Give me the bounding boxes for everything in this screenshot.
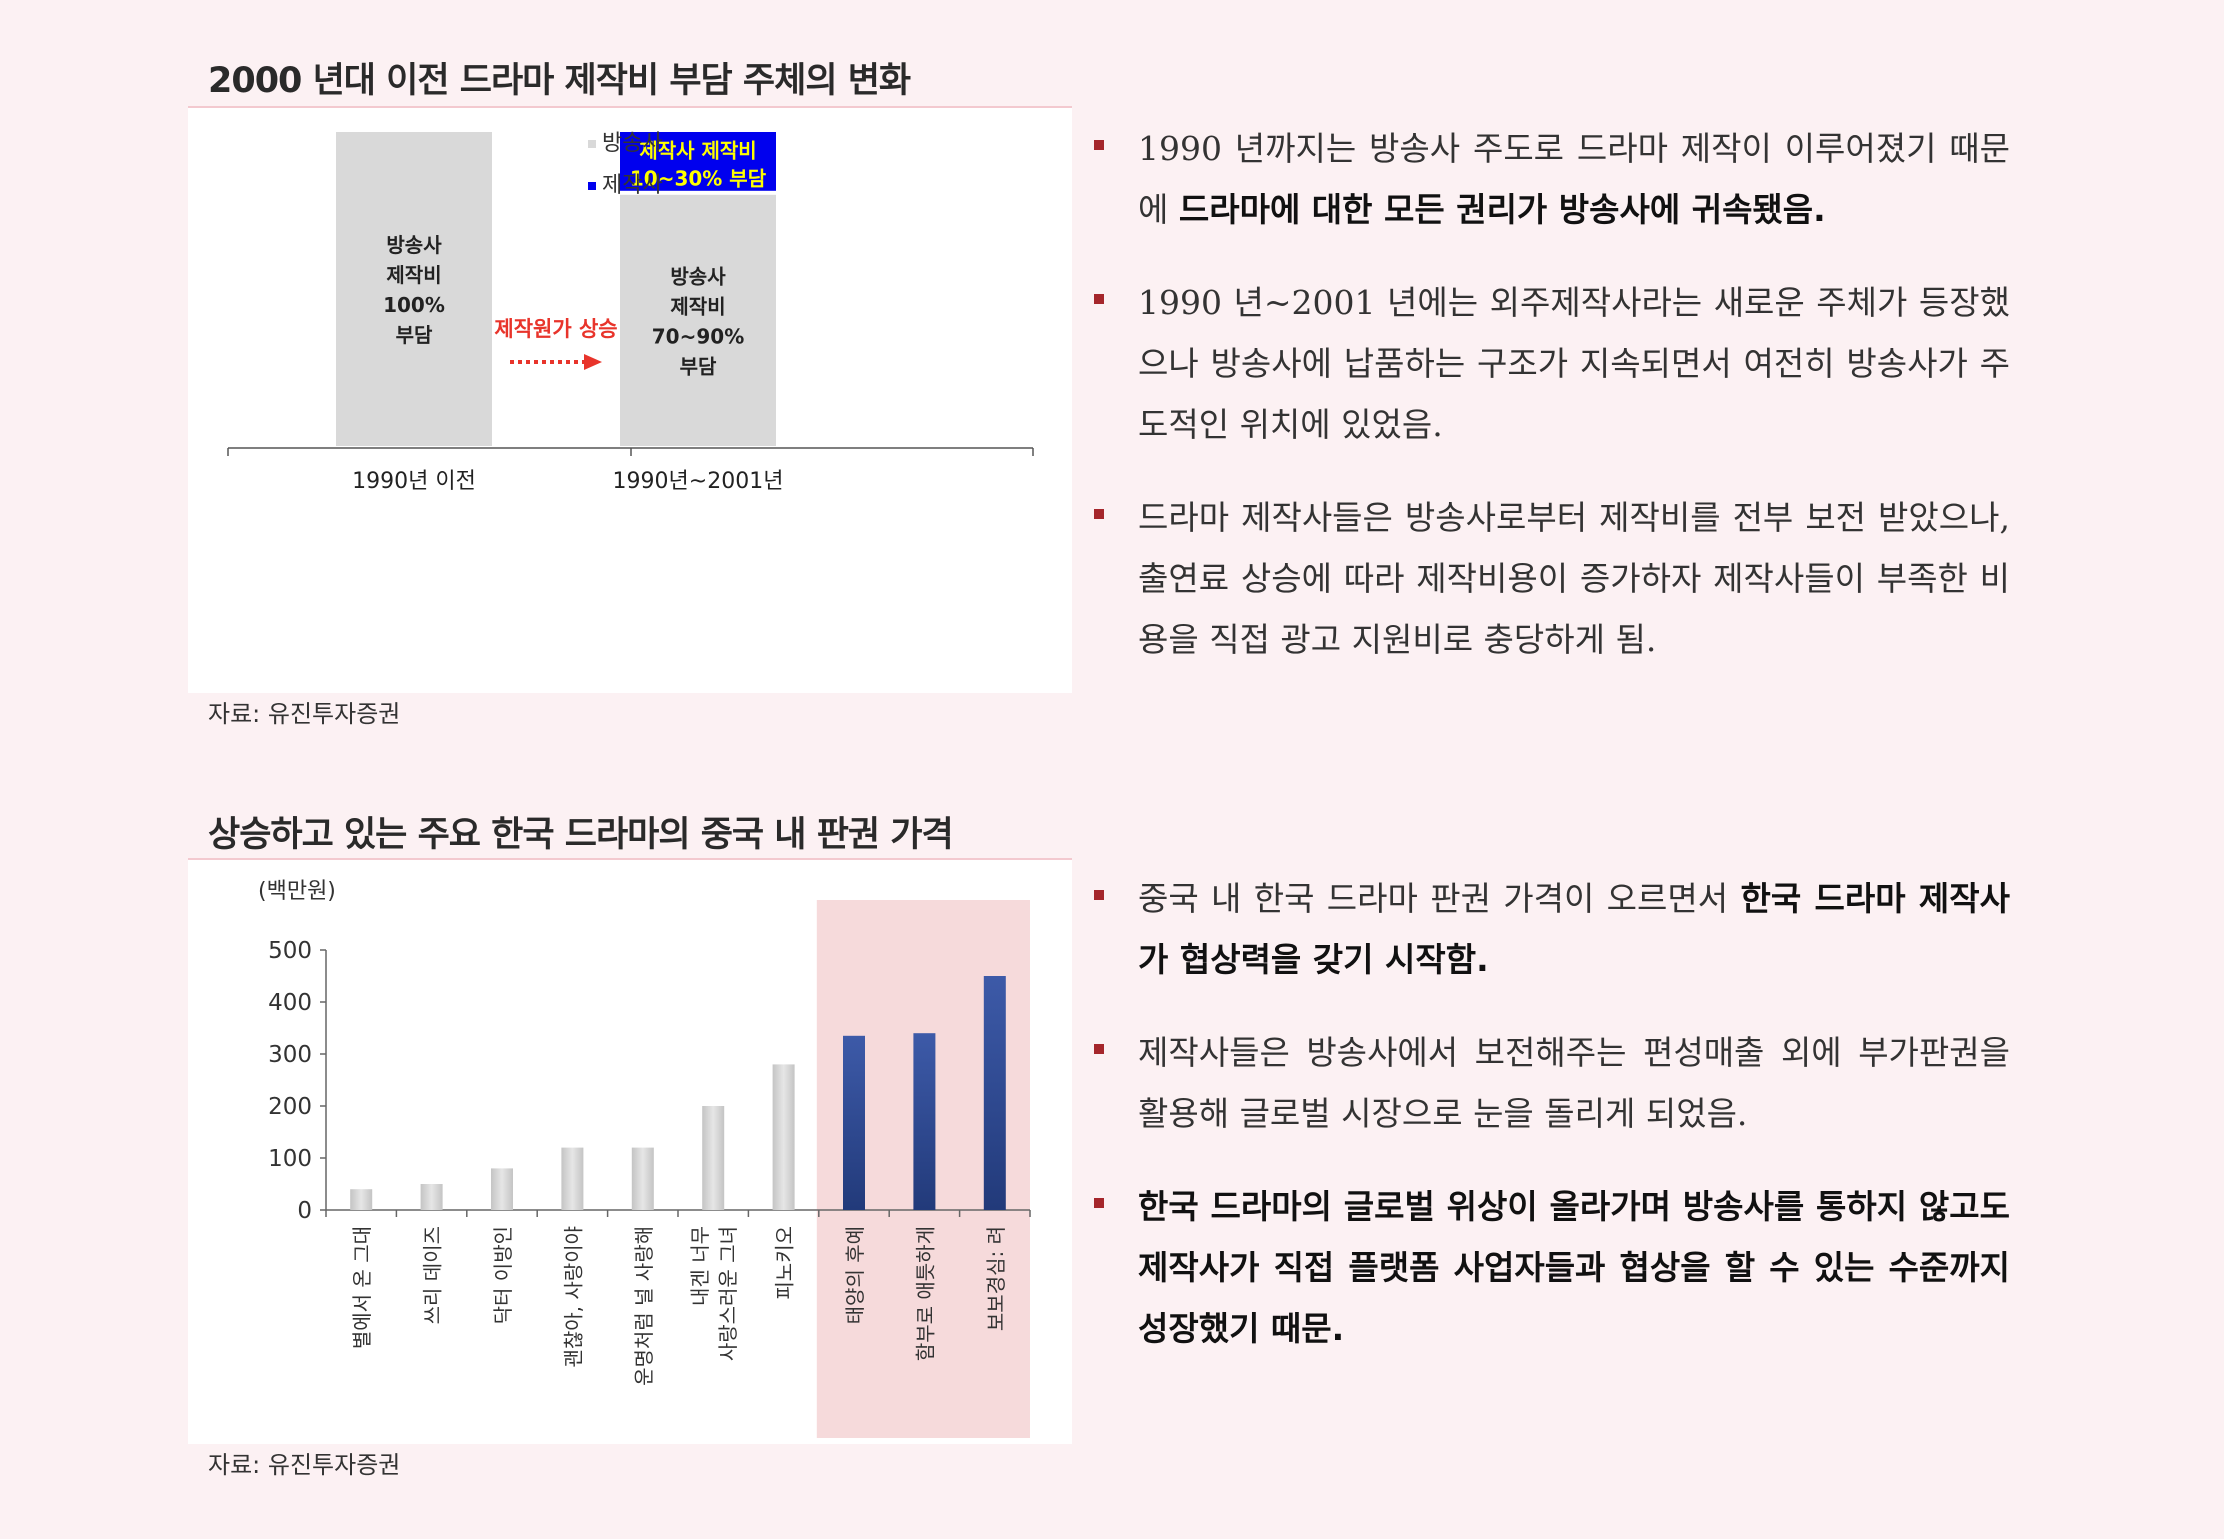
bullet-item: 한국 드라마의 글로벌 위상이 올라가며 방송사를 통하지 않고도 제작사가 직… (1090, 1176, 2010, 1359)
bar-broadcaster (336, 132, 492, 446)
bar-data-label: 70~90% (652, 324, 744, 348)
bar-broadcaster (620, 194, 776, 446)
bullet-item: 드라마 제작사들은 방송사로부터 제작비를 전부 보전 받았으나, 출연료 상승… (1090, 487, 2010, 670)
bullet-text: 한국 드라마의 글로벌 위상이 올라가며 방송사를 통하지 않고도 제작사가 직… (1138, 1176, 2010, 1359)
chart1-title: 2000 년대 이전 드라마 제작비 부담 주체의 변화 (208, 61, 911, 101)
bullet-item: 1990 년~2001 년에는 외주제작사라는 새로운 주체가 등장했으나 방송… (1090, 272, 2010, 455)
bullet-square-icon (1094, 509, 1104, 519)
bar-producer (620, 132, 776, 191)
bar-3 (491, 1168, 513, 1210)
bullet-text-run: 제작사들은 방송사에서 보전해주는 편성매출 외에 부가판권을 활용해 글로벌 … (1138, 1033, 2010, 1133)
bullets-section1: 1990 년까지는 방송사 주도로 드라마 제작이 이루어졌기 때문에 드라마에… (1090, 118, 2010, 702)
x-tick-label: 태양의 후예 (843, 1226, 867, 1324)
bar-6 (702, 1106, 725, 1210)
bar-data-label: 제작비 (670, 294, 725, 318)
legend-label: 방송사 (602, 131, 663, 156)
x-tick-label: 쓰리 데이즈 (421, 1226, 445, 1324)
x-tick-label: 함부로 애틋하게 (913, 1226, 937, 1361)
bullet-square-icon (1094, 1044, 1104, 1054)
bar-data-label: 100% (383, 293, 445, 317)
bar-10 (983, 976, 1006, 1210)
bar-9 (913, 1033, 936, 1210)
chart2-title: 상승하고 있는 주요 한국 드라마의 중국 내 판권 가격 (208, 815, 954, 855)
bar-data-label: 방송사 (670, 264, 726, 288)
bullet-text-bold: 드라마에 대한 모든 권리가 방송사에 귀속됐음. (1178, 190, 1826, 229)
arrow-head (584, 354, 602, 370)
bar-2 (420, 1184, 443, 1210)
arrow-label: 제작원가 상승 (494, 317, 617, 341)
legend-label: 제작사 (602, 173, 663, 198)
bar-5 (631, 1147, 654, 1210)
chart2-source: 자료: 유진투자증권 (208, 1451, 401, 1479)
bullet-text: 1990 년까지는 방송사 주도로 드라마 제작이 이루어졌기 때문에 드라마에… (1138, 118, 2010, 240)
x-tick-label: 괜찮아, 사랑이야 (561, 1226, 585, 1368)
bullet-text-run: 중국 내 한국 드라마 판권 가격이 오르면서 (1138, 879, 1741, 918)
legend-swatch (588, 140, 596, 148)
chart1-panel: 방송사 제작비 100% 부담 1990년 이전 방송사 제작비 70~90% 부담 제작사 제작… (188, 108, 1072, 693)
title-rule (188, 106, 1072, 108)
bullet-square-icon (1094, 1198, 1104, 1208)
x-tick-label: 운명처럼 널 사랑해 (632, 1226, 656, 1386)
bar-4 (561, 1147, 584, 1210)
bullet-text-bold: 한국 드라마의 글로벌 위상이 올라가며 방송사를 통하지 않고도 제작사가 직… (1138, 1187, 2010, 1348)
bullet-text: 드라마 제작사들은 방송사로부터 제작비를 전부 보전 받았으나, 출연료 상승… (1138, 487, 2010, 670)
y-tick-label: 300 (268, 1042, 312, 1068)
x-tick-label: 사랑스러운 그녀 (716, 1226, 740, 1361)
chart2-panel: (백만원) 0 100 200 300 400 500 별에서 온 그대 쓰리 데이즈 닥터 이방… (188, 860, 1072, 1444)
bullet-text: 1990 년~2001 년에는 외주제작사라는 새로운 주체가 등장했으나 방송… (1138, 272, 2010, 455)
y-tick-label: 0 (297, 1198, 312, 1224)
y-tick-label: 100 (268, 1146, 312, 1172)
bullet-square-icon (1094, 890, 1104, 900)
bullet-text-run: 1990 년~2001 년에는 외주제작사라는 새로운 주체가 등장했으나 방송… (1138, 283, 2010, 444)
bar-data-label: 방송사 (386, 233, 442, 257)
title-rule (188, 858, 1072, 860)
bar-data-label: 제작사 제작비 (639, 138, 756, 162)
chart2-svg: (백만원) 0 100 200 300 400 500 별에서 온 그대 쓰리 데이즈 닥터 이방… (258, 879, 1031, 1438)
bullet-text-bold: 한국 드라마 제작사가 협상력을 갖기 시작함. (1138, 879, 2010, 979)
bar-8 (843, 1035, 865, 1210)
x-tick-label: 1990년~2001년 (613, 469, 784, 494)
x-tick-label: 닥터 이방인 (491, 1226, 515, 1324)
chart1-source: 자료: 유진투자증권 (208, 700, 401, 728)
x-tick-label: 피노키오 (773, 1226, 797, 1300)
y-tick-label: 200 (268, 1094, 312, 1120)
y-tick-label: 500 (268, 938, 312, 964)
x-tick-label: 보보경심: 려 (984, 1226, 1008, 1331)
bar-data-label: 10~30% 부담 (630, 166, 767, 190)
bullet-item: 제작사들은 방송사에서 보전해주는 편성매출 외에 부가판권을 활용해 글로벌 … (1090, 1022, 2010, 1144)
bullets-section2: 중국 내 한국 드라마 판권 가격이 오르면서 한국 드라마 제작사가 협상력을… (1090, 868, 2010, 1391)
bullet-text: 제작사들은 방송사에서 보전해주는 편성매출 외에 부가판권을 활용해 글로벌 … (1138, 1022, 2010, 1144)
bar-data-label: 제작비 (386, 263, 441, 287)
x-tick-label: 내겐 너무 (688, 1226, 712, 1306)
bullet-text-run: 1990 년까지는 방송사 주도로 드라마 제작이 이루어졌기 때문에 (1138, 129, 2010, 229)
bar-1 (350, 1189, 373, 1210)
bar-7 (772, 1064, 795, 1210)
x-tick-label: 1990년 이전 (352, 469, 476, 494)
bullet-text: 중국 내 한국 드라마 판권 가격이 오르면서 한국 드라마 제작사가 협상력을… (1138, 868, 2010, 990)
y-axis-label: (백만원) (258, 879, 336, 904)
bullet-square-icon (1094, 140, 1104, 150)
bullet-square-icon (1094, 294, 1104, 304)
bar-data-label: 부담 (680, 354, 717, 378)
bullet-item: 1990 년까지는 방송사 주도로 드라마 제작이 이루어졌기 때문에 드라마에… (1090, 118, 2010, 240)
bullet-item: 중국 내 한국 드라마 판권 가격이 오르면서 한국 드라마 제작사가 협상력을… (1090, 868, 2010, 990)
y-tick-label: 400 (268, 990, 312, 1016)
bar-data-label: 부담 (396, 323, 433, 347)
legend-swatch (588, 182, 596, 190)
x-tick-label: 별에서 온 그대 (350, 1226, 374, 1349)
bullet-text-run: 드라마 제작사들은 방송사로부터 제작비를 전부 보전 받았으나, 출연료 상승… (1138, 498, 2010, 659)
